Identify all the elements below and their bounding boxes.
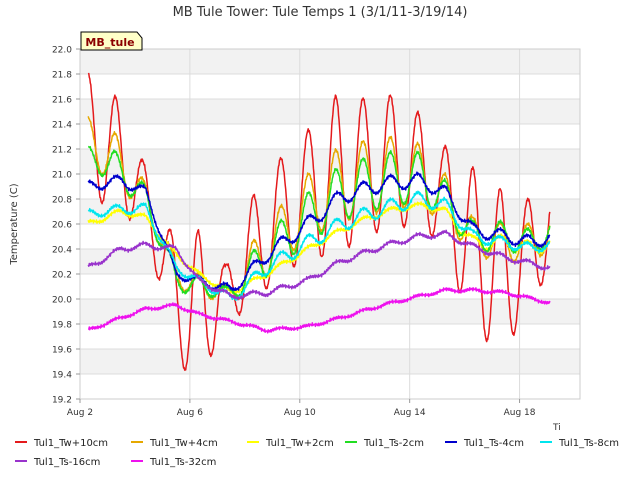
plot-band (80, 49, 580, 74)
chart-title: MB Tule Tower: Tule Temps 1 (3/1/11-3/19… (173, 5, 468, 20)
y-tick-label: 20.4 (52, 246, 72, 256)
x-tick-label: Aug 18 (504, 408, 536, 418)
series-line (87, 190, 551, 302)
y-tick-label: 19.2 (52, 396, 72, 406)
y-tick-label: 19.6 (52, 346, 72, 356)
x-tick-label: Aug 10 (284, 408, 316, 418)
y-axis-label: Temperature (C) (9, 183, 20, 265)
y-tick-label: 21.2 (52, 146, 72, 156)
x-tick-label: Aug 6 (177, 408, 203, 418)
y-tick-label: 20.6 (52, 221, 72, 231)
corner-axis-label: Ti (552, 423, 561, 433)
x-tick-label: Aug 2 (67, 408, 93, 418)
y-tick-label: 22.0 (52, 46, 72, 56)
y-tick-label: 20.8 (52, 196, 72, 206)
series-line (88, 286, 551, 334)
legend-label: Tul1_Ts-4cm (463, 438, 524, 449)
y-tick-label: 21.8 (52, 71, 72, 81)
y-tick-label: 21.4 (52, 121, 72, 131)
y-tick-label: 20.0 (52, 296, 72, 306)
legend-label: Tul1_Ts-2cm (363, 438, 424, 449)
series-group (87, 72, 551, 371)
plot-band (80, 349, 580, 374)
legend-label: Tul1_Tw+4cm (149, 438, 218, 449)
y-tick-label: 21.0 (52, 171, 72, 181)
legend-label: Tul1_Ts-16cm (33, 457, 100, 468)
site-badge-box (80, 31, 143, 51)
y-tick-label: 20.2 (52, 271, 72, 281)
legend: Tul1_Tw+10cm Tul1_Tw+4cm Tul1_Tw+2cm Tul1_T… (15, 438, 619, 468)
y-tick-label: 19.4 (52, 371, 72, 381)
series-line (87, 171, 551, 292)
plot-band (80, 99, 580, 124)
y-tick-label: 21.6 (52, 96, 72, 106)
x-tick-labels: Aug 2 Aug 6 Aug 10 Aug 14 Aug 18 (67, 399, 536, 418)
site-badge-label: MB_tule (85, 36, 134, 49)
legend-label: Tul1_Ts-8cm (558, 438, 619, 449)
site-badge: MB_tule (80, 31, 143, 51)
legend-label: Tul1_Ts-32cm (149, 457, 216, 468)
legend-label: Tul1_Tw+10cm (33, 438, 108, 449)
y-tick-labels: 19.2 19.4 19.6 19.8 20.0 20.2 20.4 20.6 20.8 21.0… (52, 46, 80, 406)
y-tick-label: 19.8 (52, 321, 72, 331)
series-line (87, 229, 551, 301)
x-tick-label: Aug 14 (394, 408, 426, 418)
legend-label: Tul1_Tw+2cm (265, 438, 334, 449)
